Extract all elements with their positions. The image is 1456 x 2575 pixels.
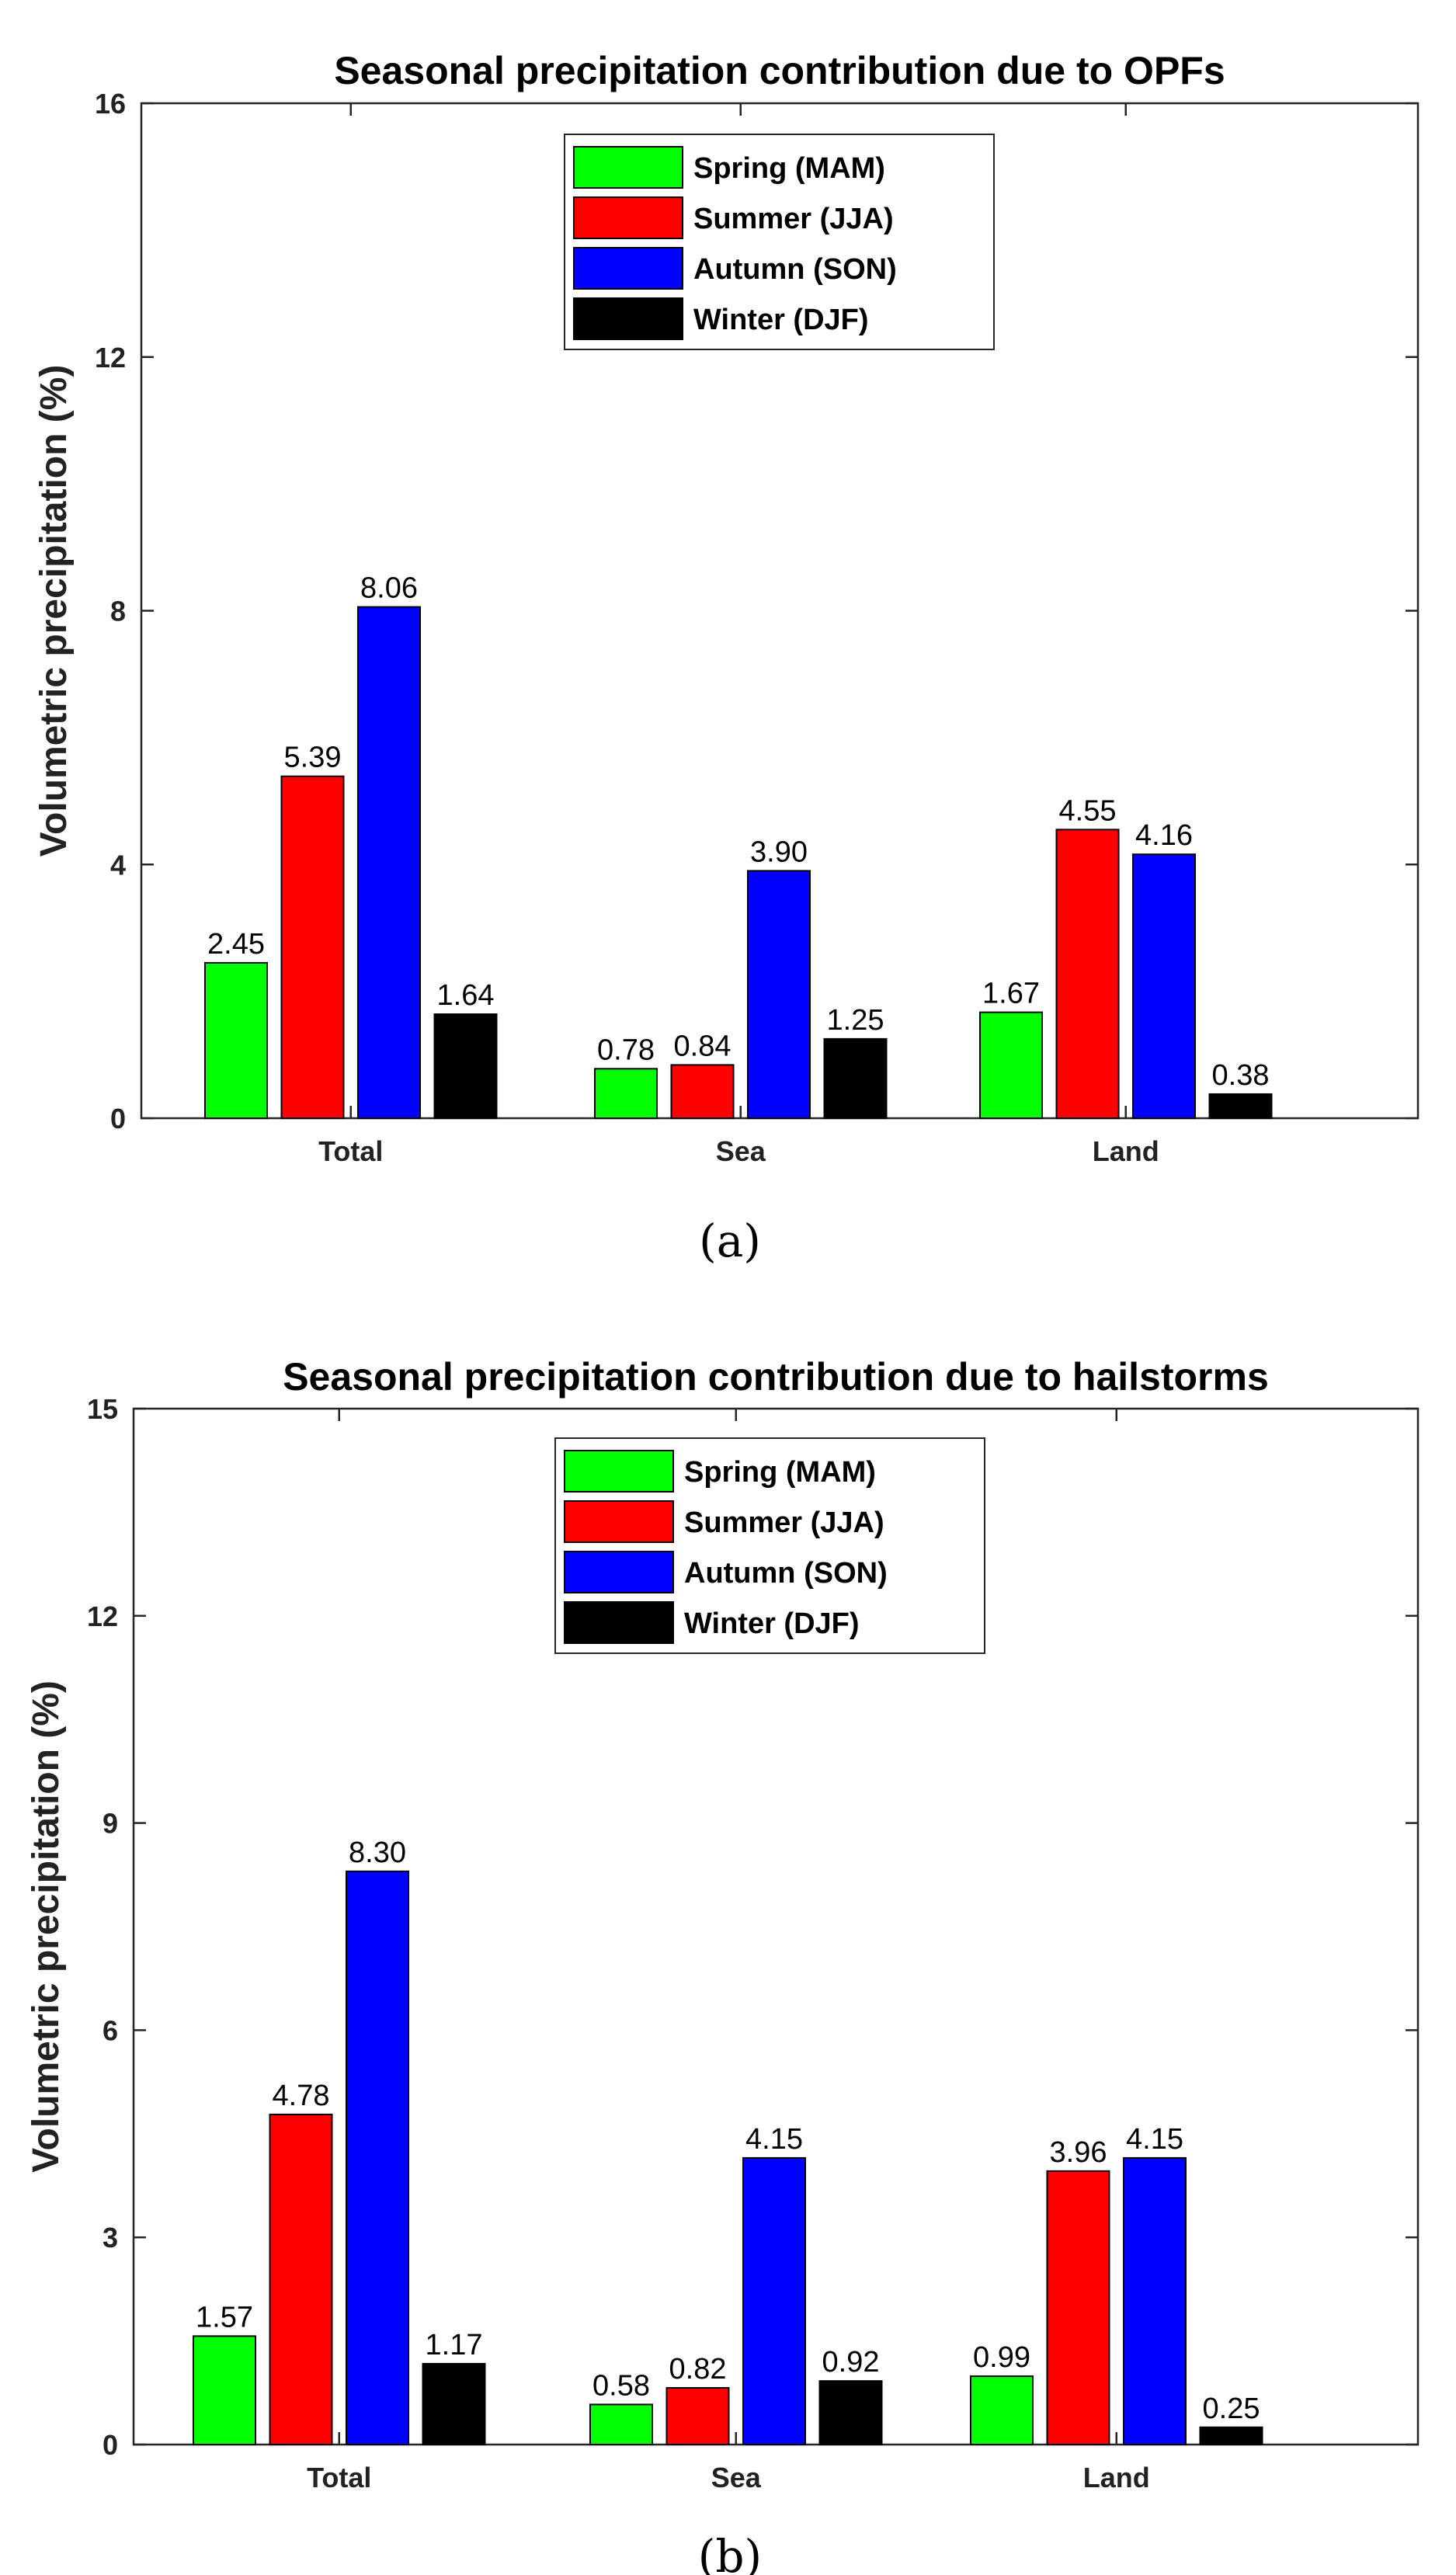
bar-land-autumn: [1132, 853, 1196, 1120]
data-label: 1.57: [196, 2301, 253, 2333]
data-label: 0.82: [669, 2353, 727, 2386]
y-tick-label: 3: [103, 2222, 118, 2254]
chart-panel-b: Seasonal precipitation contribution due …: [26, 1355, 1420, 2575]
data-label: 0.25: [1203, 2393, 1260, 2425]
data-label: 5.39: [284, 742, 342, 774]
legend-swatch: [573, 247, 683, 290]
bar-sea-autumn: [747, 870, 811, 1119]
x-category-label: Total: [307, 2462, 371, 2493]
legend-swatch: [573, 146, 683, 189]
data-label: 0.38: [1212, 1059, 1270, 1092]
data-label: 4.55: [1059, 794, 1117, 827]
panel-caption: (a): [699, 1215, 761, 1267]
data-label: 4.78: [273, 2080, 330, 2112]
legend-entry: Summer (JJA): [684, 1506, 884, 1539]
bar-total-winter: [433, 1013, 498, 1119]
y-tick-label: 16: [95, 88, 126, 120]
legend-entry: Spring (MAM): [693, 152, 885, 185]
bar-land-autumn: [1123, 2156, 1187, 2446]
chart-title: Seasonal precipitation contribution due …: [334, 49, 1225, 92]
data-label: 4.15: [1126, 2123, 1183, 2156]
x-category-label: Sea: [716, 1135, 766, 1167]
x-category-label: Land: [1083, 2462, 1150, 2493]
bar-land-spring: [979, 1011, 1043, 1120]
bar-total-summer: [269, 2113, 333, 2445]
y-tick-label: 0: [110, 1103, 126, 1135]
chart-panel-a: Seasonal precipitation contribution due …: [33, 49, 1420, 1267]
bar-sea-spring: [594, 1068, 658, 1119]
y-tick-label: 15: [87, 1393, 118, 1425]
data-label: 0.84: [674, 1030, 731, 1062]
bar-sea-summer: [670, 1064, 735, 1119]
data-label: 4.15: [745, 2123, 803, 2156]
chart-title: Seasonal precipitation contribution due …: [283, 1355, 1269, 1399]
y-tick-label: 4: [110, 849, 126, 881]
data-label: 1.64: [437, 979, 495, 1012]
legend-swatch: [564, 1551, 674, 1593]
legend-swatch: [564, 1450, 674, 1493]
bar-land-winter: [1208, 1093, 1273, 1119]
bar-sea-winter: [823, 1037, 888, 1119]
data-label: 0.92: [822, 2346, 880, 2379]
bar-total-autumn: [346, 1870, 409, 2445]
bar-total-autumn: [357, 606, 421, 1119]
bar-land-winter: [1199, 2426, 1263, 2445]
bar-land-spring: [970, 2375, 1034, 2446]
y-tick-label: 9: [103, 1808, 118, 1840]
data-label: 4.16: [1135, 819, 1193, 852]
bar-land-summer: [1055, 829, 1120, 1120]
data-label: 0.58: [592, 2369, 650, 2402]
legend-swatch: [564, 1500, 674, 1543]
y-axis-label: Volumetric precipitation (%): [26, 1680, 67, 2173]
data-label: 1.17: [426, 2329, 483, 2361]
y-tick-label: 12: [87, 1600, 118, 1632]
bar-sea-autumn: [742, 2156, 806, 2446]
bar-total-spring: [204, 961, 268, 1119]
legend-entry: Winter (DJF): [693, 304, 869, 336]
panel-caption: (b): [698, 2530, 762, 2575]
legend-swatch: [573, 196, 683, 239]
legend-entry: Winter (DJF): [684, 1607, 860, 1640]
bar-sea-winter: [818, 2380, 883, 2446]
bar-total-spring: [193, 2335, 256, 2446]
data-label: 0.99: [973, 2341, 1030, 2374]
data-label: 8.30: [349, 1837, 406, 1869]
legend-entry: Autumn (SON): [684, 1557, 888, 1590]
bar-land-summer: [1046, 2170, 1110, 2445]
data-label: 8.06: [360, 572, 418, 605]
y-tick-label: 12: [95, 342, 126, 374]
data-label: 1.25: [827, 1004, 884, 1037]
legend-entry: Summer (JJA): [693, 203, 894, 235]
y-tick-label: 8: [110, 596, 126, 627]
y-tick-label: 6: [103, 2014, 118, 2046]
legend-entry: Autumn (SON): [693, 253, 897, 286]
x-category-label: Land: [1093, 1135, 1159, 1167]
bar-total-summer: [280, 775, 345, 1119]
bar-total-winter: [422, 2362, 486, 2445]
x-category-label: Total: [318, 1135, 383, 1167]
y-tick-label: 0: [103, 2429, 118, 2461]
legend-entry: Spring (MAM): [684, 1456, 876, 1489]
data-label: 3.96: [1050, 2136, 1107, 2169]
x-category-label: Sea: [711, 2462, 762, 2493]
data-label: 2.45: [207, 928, 265, 961]
data-label: 1.67: [982, 978, 1040, 1010]
data-label: 0.78: [597, 1034, 655, 1066]
data-label: 3.90: [750, 836, 808, 868]
bar-sea-summer: [665, 2387, 730, 2446]
y-axis-label: Volumetric precipitation (%): [33, 365, 75, 857]
legend-swatch: [573, 297, 683, 340]
bar-sea-spring: [589, 2403, 653, 2446]
legend-swatch: [564, 1601, 674, 1644]
